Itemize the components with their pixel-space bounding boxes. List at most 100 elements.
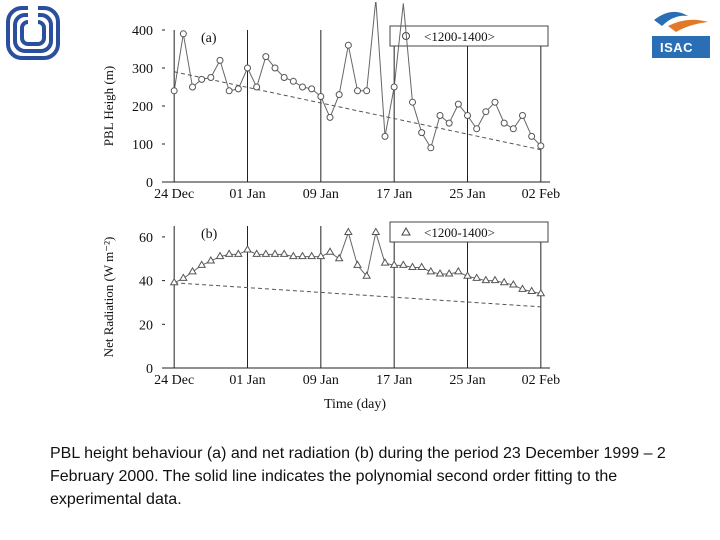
data-point: [252, 249, 262, 257]
data-point: [390, 83, 398, 91]
data-point: [233, 249, 243, 257]
data-point: [389, 260, 399, 268]
data-point: [454, 100, 462, 108]
data-point: [253, 83, 261, 91]
data-point: [307, 251, 317, 260]
figure-caption: PBL height behaviour (a) and net radiati…: [50, 445, 666, 508]
data-point: [225, 87, 233, 95]
data-point: [527, 286, 537, 295]
data-point: [308, 85, 316, 93]
data-point: [178, 273, 188, 281]
data-point: [426, 266, 436, 275]
data-point: [427, 144, 435, 152]
data-point: [363, 87, 371, 95]
legend-box: [389, 221, 549, 243]
isac-logo-text: ISAC: [660, 40, 694, 55]
x-axis-label: Time (day): [324, 397, 386, 412]
data-point: [354, 87, 361, 95]
data-point: [270, 249, 280, 257]
data-point: [398, 260, 408, 268]
data-point: [169, 277, 179, 286]
data-point: [234, 85, 242, 93]
y-tick-label: 20: [139, 318, 153, 333]
data-point: [170, 87, 178, 95]
legend-marker: [401, 226, 411, 236]
y-axis-label: PBL Heigh (m): [101, 66, 116, 146]
data-point: [298, 251, 307, 260]
data-point: [536, 288, 546, 297]
x-tick-label: 01 Jan: [229, 373, 265, 388]
data-point: [189, 83, 196, 91]
data-series-line: [173, 2, 542, 150]
fit-curve: [174, 282, 541, 308]
data-point: [528, 132, 536, 140]
data-point: [417, 262, 427, 271]
x-tick-label: 25 Jan: [449, 187, 485, 202]
data-point: [344, 41, 352, 49]
y-tick-label: 400: [132, 24, 153, 39]
chart-panel-b: 24 Dec 01 Jan 09 Jan 17 Jan 25 Jan 02 Feb 0 20 4…: [101, 221, 560, 388]
data-point: [326, 113, 334, 121]
data-point: [463, 271, 472, 279]
data-point: [519, 112, 526, 119]
data-point: [317, 93, 325, 100]
data-point: [216, 56, 224, 64]
data-point: [381, 132, 389, 140]
y-tick-label: 40: [139, 275, 153, 290]
data-point: [500, 119, 508, 127]
charts-figure: 24 Dec 01 Jan 09 Jan 17 Jan 25 Jan 02 Feb 0 100…: [101, 2, 561, 412]
data-point: [325, 247, 335, 255]
isac-logo-icon: ISAC: [648, 4, 714, 62]
legend-label: <1200-1400>: [424, 225, 495, 240]
data-point: [353, 260, 362, 268]
cnr-logo-icon: [6, 6, 64, 69]
data-point: [197, 260, 207, 268]
data-point: [224, 249, 234, 257]
data-point: [380, 258, 390, 266]
data-point: [343, 227, 353, 236]
x-tick-label: 24 Dec: [154, 187, 194, 202]
data-point: [408, 262, 417, 271]
x-tick-label: 09 Jan: [303, 373, 339, 388]
data-point: [188, 266, 197, 275]
data-point: [509, 125, 517, 133]
x-tick-label: 17 Jan: [376, 373, 412, 388]
data-point: [179, 30, 187, 38]
x-tick-label: 09 Jan: [303, 187, 339, 202]
data-point: [316, 251, 326, 260]
data-point: [473, 125, 481, 133]
data-point: [289, 77, 297, 85]
data-point: [206, 255, 216, 264]
data-point: [482, 108, 490, 116]
y-tick-label: 60: [139, 231, 153, 246]
y-tick-label: 100: [132, 138, 153, 153]
data-point: [490, 275, 500, 284]
x-tick-label: 02 Feb: [522, 187, 561, 202]
data-point: [518, 284, 527, 292]
data-point: [244, 64, 251, 72]
data-point: [362, 271, 372, 279]
data-point: [481, 275, 491, 284]
data-point: [243, 245, 252, 253]
data-point: [436, 112, 444, 119]
legend-label: <1200-1400>: [424, 29, 495, 44]
data-point: [271, 64, 279, 72]
x-tick-label: 24 Dec: [154, 373, 194, 388]
y-tick-label: 300: [132, 62, 153, 77]
data-point: [444, 269, 454, 277]
data-point: [491, 98, 499, 106]
y-axis-label: Net Radiation (W m⁻²): [101, 237, 116, 358]
data-point: [262, 53, 270, 61]
data-point: [435, 269, 445, 277]
data-point: [334, 253, 344, 262]
data-point: [299, 83, 306, 91]
data-point: [464, 112, 471, 119]
data-point: [453, 266, 463, 275]
data-point: [288, 251, 298, 260]
panel-label: (b): [201, 227, 218, 242]
data-point: [371, 227, 381, 236]
data-point: [537, 142, 545, 150]
data-point: [280, 74, 288, 81]
chart-panel-a: 24 Dec 01 Jan 09 Jan 17 Jan 25 Jan 02 Feb 0 100…: [101, 2, 561, 202]
x-tick-label: 25 Jan: [449, 373, 485, 388]
